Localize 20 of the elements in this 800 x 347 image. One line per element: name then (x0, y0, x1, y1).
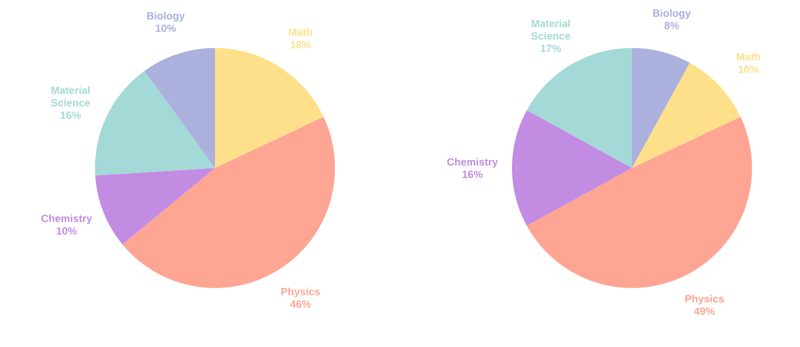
data-label: 18% (290, 40, 311, 48)
slice-label: Biology (653, 9, 691, 19)
slice-label: Math (736, 52, 760, 60)
slice-label: Biology (147, 12, 185, 22)
data-label: 10% (156, 24, 176, 32)
data-label: 49% (694, 308, 715, 315)
data-label: 8% (664, 22, 679, 30)
slice-label: Physics (685, 294, 724, 305)
slice-label: Chemistry (447, 158, 498, 168)
slice-label: Physics (281, 288, 320, 298)
slice-label: Material Science (51, 86, 90, 106)
data-label: 17% (540, 44, 561, 52)
slice-label: Math (289, 28, 312, 36)
slice-label: Chemistry (41, 214, 92, 224)
data-label: 16% (462, 170, 483, 178)
data-label: 16% (60, 111, 81, 119)
data-label: 46% (290, 300, 311, 308)
data-label: 10% (738, 66, 759, 73)
data-label: 10% (56, 227, 77, 235)
slice-label: Material Science (531, 20, 570, 40)
